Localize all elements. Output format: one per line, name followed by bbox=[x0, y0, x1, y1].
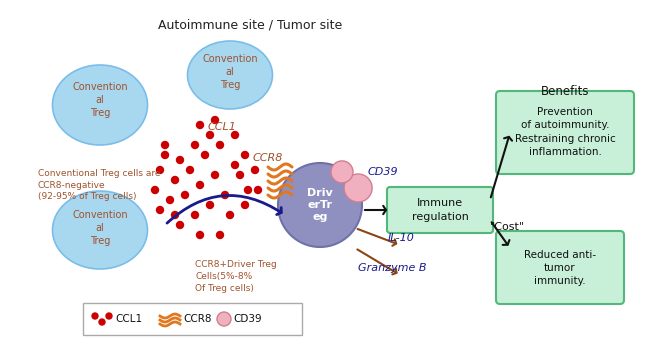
FancyBboxPatch shape bbox=[387, 187, 493, 233]
Circle shape bbox=[207, 202, 213, 208]
Text: Prevention
of autoimmunity.
Restraining chronic
inflammation.: Prevention of autoimmunity. Restraining … bbox=[515, 107, 616, 157]
Circle shape bbox=[161, 152, 168, 158]
FancyBboxPatch shape bbox=[496, 91, 634, 174]
Ellipse shape bbox=[187, 41, 272, 109]
Circle shape bbox=[177, 156, 183, 164]
Circle shape bbox=[99, 319, 105, 325]
Text: Conventional Treg cells are
CCR8-negative
(92-95% of Treg cells): Conventional Treg cells are CCR8-negativ… bbox=[38, 169, 161, 201]
Text: CCR8+Driver Treg
Cells(5%-8%
Of Treg cells): CCR8+Driver Treg Cells(5%-8% Of Treg cel… bbox=[195, 260, 277, 293]
Circle shape bbox=[166, 197, 174, 204]
Text: CCL1: CCL1 bbox=[208, 122, 237, 132]
Circle shape bbox=[216, 141, 224, 149]
Text: Driv
erTr
eg: Driv erTr eg bbox=[307, 188, 333, 222]
FancyBboxPatch shape bbox=[496, 231, 624, 304]
Circle shape bbox=[196, 121, 203, 129]
Text: CCL1: CCL1 bbox=[115, 314, 142, 324]
Circle shape bbox=[242, 152, 248, 158]
Text: Convention
al
Treg: Convention al Treg bbox=[202, 54, 258, 90]
Circle shape bbox=[192, 141, 198, 149]
Text: Granzyme B: Granzyme B bbox=[358, 263, 426, 273]
Circle shape bbox=[226, 211, 233, 219]
Text: Convention
al
Treg: Convention al Treg bbox=[72, 210, 128, 246]
Ellipse shape bbox=[53, 65, 148, 145]
Circle shape bbox=[252, 167, 259, 173]
Circle shape bbox=[211, 117, 218, 123]
Text: Convention
al
Treg: Convention al Treg bbox=[72, 82, 128, 118]
Circle shape bbox=[242, 202, 248, 208]
Circle shape bbox=[92, 313, 98, 319]
Circle shape bbox=[344, 174, 372, 202]
Circle shape bbox=[231, 162, 239, 169]
Text: CD39: CD39 bbox=[233, 314, 261, 324]
Text: "Cost": "Cost" bbox=[490, 222, 525, 232]
Circle shape bbox=[161, 141, 168, 149]
Circle shape bbox=[278, 163, 362, 247]
Circle shape bbox=[157, 167, 164, 173]
Text: IL-10: IL-10 bbox=[388, 233, 415, 243]
Circle shape bbox=[216, 232, 224, 238]
Ellipse shape bbox=[53, 191, 148, 269]
Circle shape bbox=[172, 176, 179, 184]
Circle shape bbox=[177, 221, 183, 228]
Text: Autoimmune site / Tumor site: Autoimmune site / Tumor site bbox=[158, 18, 342, 31]
Text: CD39: CD39 bbox=[368, 167, 398, 177]
Circle shape bbox=[244, 187, 252, 193]
Circle shape bbox=[331, 161, 353, 183]
Circle shape bbox=[222, 191, 229, 199]
Circle shape bbox=[181, 191, 188, 199]
Circle shape bbox=[196, 182, 203, 188]
Circle shape bbox=[211, 171, 218, 179]
Circle shape bbox=[172, 211, 179, 219]
Circle shape bbox=[231, 132, 239, 138]
Text: Benefits: Benefits bbox=[541, 85, 590, 98]
Circle shape bbox=[255, 187, 261, 193]
Circle shape bbox=[207, 132, 213, 138]
Circle shape bbox=[202, 152, 209, 158]
Circle shape bbox=[151, 187, 159, 193]
Circle shape bbox=[192, 211, 198, 219]
Text: CCR8: CCR8 bbox=[253, 153, 283, 163]
Circle shape bbox=[196, 232, 203, 238]
Text: CCR8: CCR8 bbox=[183, 314, 211, 324]
Circle shape bbox=[237, 171, 244, 179]
FancyBboxPatch shape bbox=[83, 303, 302, 335]
Text: Immune
regulation: Immune regulation bbox=[411, 199, 469, 222]
Circle shape bbox=[106, 313, 112, 319]
Circle shape bbox=[157, 206, 164, 214]
Text: Reduced anti-
tumor
immunity.: Reduced anti- tumor immunity. bbox=[524, 250, 596, 286]
Circle shape bbox=[217, 312, 231, 326]
Circle shape bbox=[187, 167, 194, 173]
